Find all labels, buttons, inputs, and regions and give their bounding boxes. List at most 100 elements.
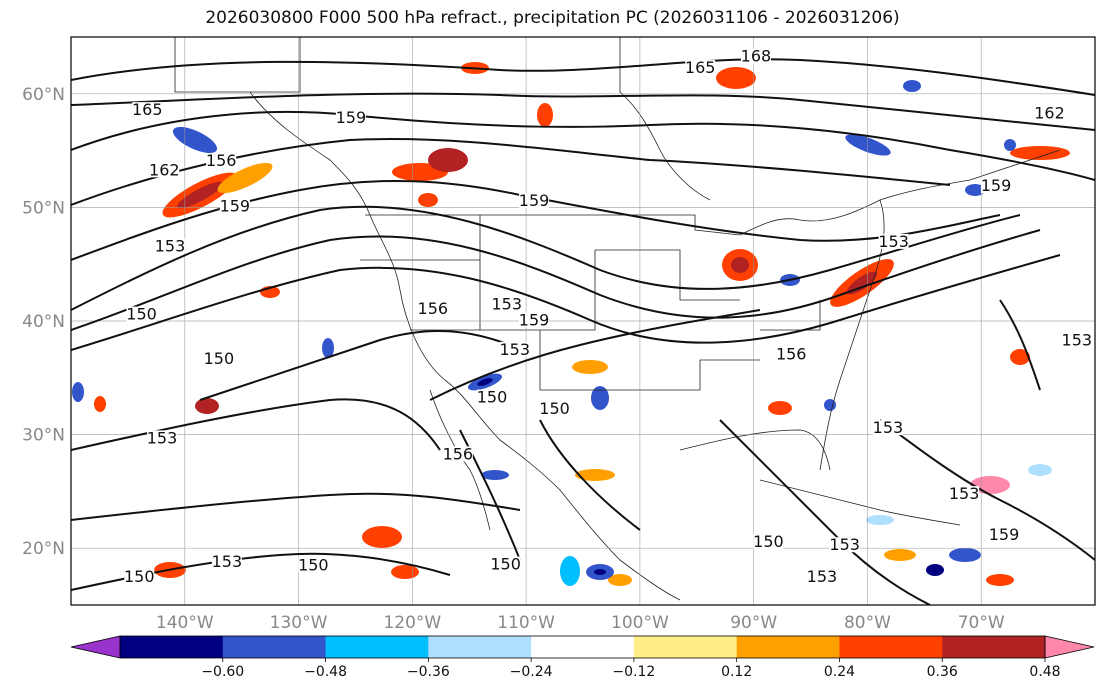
contour-label: 150 (753, 532, 784, 551)
contour-label: 150 (298, 556, 329, 575)
contour-label-bg (417, 300, 448, 316)
contour-label: 156 (206, 151, 237, 170)
graticule (71, 37, 1095, 605)
contour-label-bg (211, 554, 242, 570)
contour-label-bg (491, 296, 522, 312)
contour-label-bg (442, 446, 473, 462)
contour-label-bg (1034, 105, 1065, 121)
contour-label-bg (490, 556, 521, 572)
contour-label: 159 (981, 176, 1012, 195)
colorbar-segment (633, 636, 738, 658)
contour-label: 153 (491, 294, 522, 313)
contour-label: 159 (989, 525, 1020, 544)
lat-tick-label: 40°N (22, 312, 65, 332)
contour-label-bg (476, 389, 507, 405)
contour-label: 153 (1062, 331, 1093, 350)
contour-label: 153 (829, 535, 860, 554)
contour-label-bg (298, 557, 329, 573)
contour-label-bg (776, 346, 807, 362)
contour-label: 153 (155, 236, 186, 255)
colorbar-frame (119, 635, 1046, 659)
contour-label-bg (124, 569, 155, 585)
contour-label-bg (753, 533, 784, 549)
contour-label-bg (132, 102, 163, 118)
colorbar-segment (222, 636, 327, 658)
contour-label-bg (988, 526, 1019, 542)
contour-label: 156 (418, 299, 449, 318)
contour-label: 156 (443, 444, 474, 463)
longitude-labels: 140°W 130°W 120°W 110°W 100°W 90°W 80°W 70°W (156, 613, 1005, 633)
contour-label: 150 (126, 305, 157, 324)
lon-tick-label: 130°W (270, 613, 328, 633)
colorbar-segment (531, 636, 635, 658)
contour-label: 162 (1034, 104, 1065, 123)
colorbar-tick-label: −0.60 (201, 664, 244, 680)
contour-label-bg (149, 162, 180, 178)
map-frame (70, 36, 1096, 606)
contour-label-bg (499, 341, 530, 357)
colorbar-tick-label: −0.24 (510, 664, 553, 680)
contour-label-bg (685, 60, 716, 76)
contour-label: 153 (212, 552, 243, 571)
contour-label: 168 (741, 47, 772, 66)
contour-label-bg (335, 110, 366, 126)
contour-label: 159 (519, 191, 550, 210)
lat-tick-label: 20°N (22, 539, 65, 559)
colorbar-extend-high (1044, 635, 1095, 659)
colorbar-tick-label: 0.36 (927, 664, 958, 680)
colorbar-segment (120, 636, 224, 658)
lat-tick-label: 60°N (22, 85, 65, 105)
precipitation-layer (72, 62, 1070, 586)
colorbar-tick-label: −0.36 (407, 664, 450, 680)
contour-label-bg (806, 569, 837, 585)
contour-label: 159 (336, 108, 367, 127)
contour-label-bg (519, 192, 550, 208)
contour-label-bg (539, 400, 570, 416)
contour-label: 153 (878, 232, 909, 251)
contour-label: 150 (539, 399, 570, 418)
colorbar-segment (839, 636, 943, 658)
colorbar: −0.60 −0.48 −0.36 −0.24 −0.12 0.12 0.24 0.36 0.4… (70, 635, 1095, 680)
colorbar-tick-label: 0.12 (721, 664, 752, 680)
contour-label-bg (203, 350, 234, 366)
contour-label-bg (878, 233, 909, 249)
contour-label: 159 (220, 197, 251, 216)
contour-label-bg (126, 306, 157, 322)
contour-label-bg (154, 238, 185, 254)
contour-label: 153 (949, 484, 980, 503)
map-title: 2026030800 F000 500 hPa refract., precip… (205, 8, 900, 28)
contour-label: 153 (873, 418, 904, 437)
contour-label-bg (740, 48, 771, 64)
contour-label: 165 (685, 58, 716, 77)
lon-tick-label: 80°W (844, 613, 891, 633)
contour-label: 156 (776, 344, 807, 363)
contour-label-bg (1061, 332, 1092, 348)
contour-label: 150 (477, 388, 508, 407)
contour-label-bg (829, 537, 860, 553)
lon-tick-label: 120°W (383, 613, 441, 633)
contour-label: 153 (499, 340, 530, 359)
contour-label-bg (519, 312, 550, 328)
refractivity-contours (71, 58, 1095, 605)
colorbar-tick-label: 0.24 (824, 664, 855, 680)
contour-label: 150 (124, 567, 155, 586)
colorbar-segment (428, 636, 532, 658)
lon-tick-label: 140°W (156, 613, 214, 633)
contour-label: 153 (147, 428, 178, 447)
lon-tick-label: 70°W (958, 613, 1005, 633)
contour-label: 150 (204, 349, 235, 368)
lat-tick-label: 50°N (22, 198, 65, 218)
colorbar-tick-label: −0.48 (304, 664, 347, 680)
contour-label-bg (219, 198, 250, 214)
contour-label: 159 (519, 310, 550, 329)
lon-tick-label: 90°W (730, 613, 777, 633)
colorbar-extend-low (70, 635, 121, 659)
lon-tick-label: 100°W (611, 613, 669, 633)
contour-label: 162 (149, 160, 180, 179)
contour-label-bg (147, 430, 178, 446)
lat-tick-label: 30°N (22, 426, 65, 446)
contour-label: 150 (490, 555, 521, 574)
contour-label-bg (872, 420, 903, 436)
